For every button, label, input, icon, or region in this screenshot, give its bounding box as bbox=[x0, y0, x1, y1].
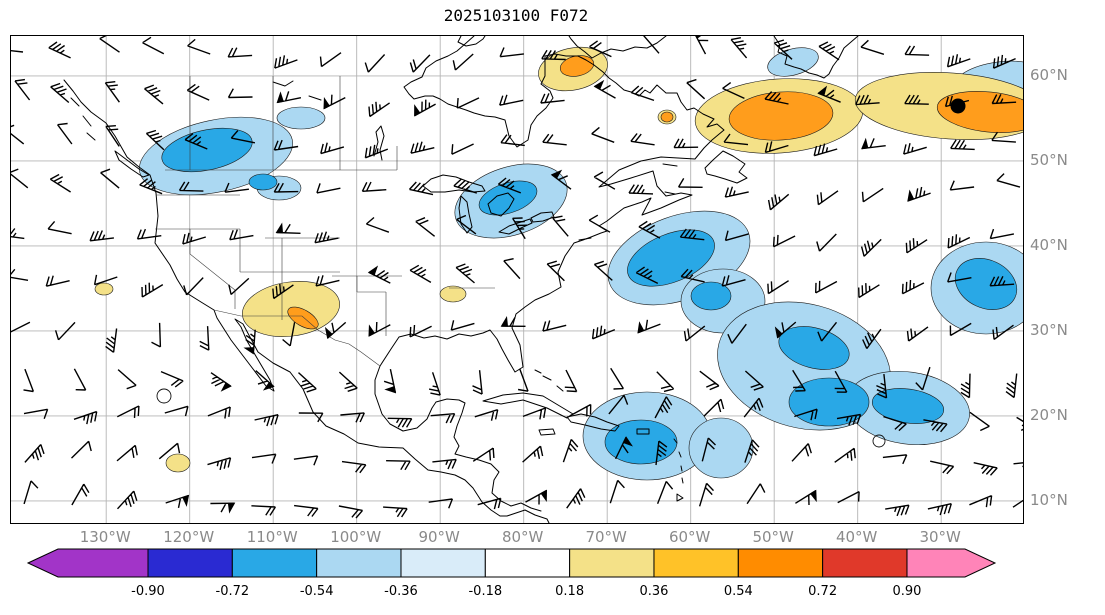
colorbar-tick-label: 0.18 bbox=[555, 584, 585, 599]
lat-tick-label: 10°N bbox=[1030, 490, 1068, 509]
colorbar-tick-label: -0.36 bbox=[384, 584, 418, 599]
lon-tick-label: 90°W bbox=[418, 528, 460, 546]
lon-tick-label: 130°W bbox=[79, 528, 131, 546]
lon-tick-label: 30°W bbox=[919, 528, 961, 546]
lon-tick-label: 110°W bbox=[246, 528, 298, 546]
colorbar: -0.90 -0.72 -0.54 -0.36 -0.18 0.18 0.36 0.54 0.7… bbox=[0, 546, 1105, 612]
contour-fill-layer bbox=[94, 46, 1023, 481]
map-plot-area bbox=[10, 35, 1024, 524]
colorbar-tick-label: -0.18 bbox=[468, 584, 503, 599]
colorbar-bar bbox=[26, 548, 997, 578]
colorbar-canvas bbox=[26, 548, 997, 578]
latitude-axis: 60°N 50°N 40°N 30°N 20°N 10°N bbox=[1030, 35, 1102, 522]
state-borders-layer bbox=[155, 76, 495, 367]
longitude-axis: 130°W 120°W 110°W 100°W 90°W 80°W 70°W 60°W 50°W… bbox=[10, 528, 1022, 548]
lon-tick-label: 120°W bbox=[163, 528, 215, 546]
colorbar-tick-label: -0.72 bbox=[215, 584, 250, 599]
station-marker-dot bbox=[950, 98, 966, 114]
lat-tick-label: 50°N bbox=[1030, 150, 1068, 169]
map-canvas bbox=[11, 36, 1023, 523]
lon-tick-label: 100°W bbox=[330, 528, 382, 546]
lat-tick-label: 20°N bbox=[1030, 405, 1068, 424]
colorbar-tick-label: 0.72 bbox=[808, 584, 838, 599]
marker-layer bbox=[950, 98, 966, 114]
lon-tick-label: 40°W bbox=[835, 528, 878, 546]
lon-tick-label: 70°W bbox=[585, 528, 627, 546]
colorbar-tick-label: -0.54 bbox=[299, 584, 334, 599]
colorbar-tick-label: 0.54 bbox=[723, 584, 753, 599]
colorbar-tick-label: 0.36 bbox=[639, 584, 669, 599]
lat-tick-label: 40°N bbox=[1030, 235, 1068, 254]
lon-tick-label: 50°W bbox=[752, 528, 794, 546]
lon-tick-label: 80°W bbox=[501, 528, 544, 546]
lat-tick-label: 60°N bbox=[1030, 65, 1068, 84]
colorbar-tick-label: -0.90 bbox=[131, 584, 165, 599]
lat-tick-label: 30°N bbox=[1030, 320, 1068, 339]
chart-title: 2025103100 F072 bbox=[443, 6, 589, 25]
colorbar-tick-label: 0.90 bbox=[892, 584, 922, 599]
lon-tick-label: 60°W bbox=[668, 528, 711, 546]
wind-barbs-layer bbox=[11, 36, 1023, 519]
